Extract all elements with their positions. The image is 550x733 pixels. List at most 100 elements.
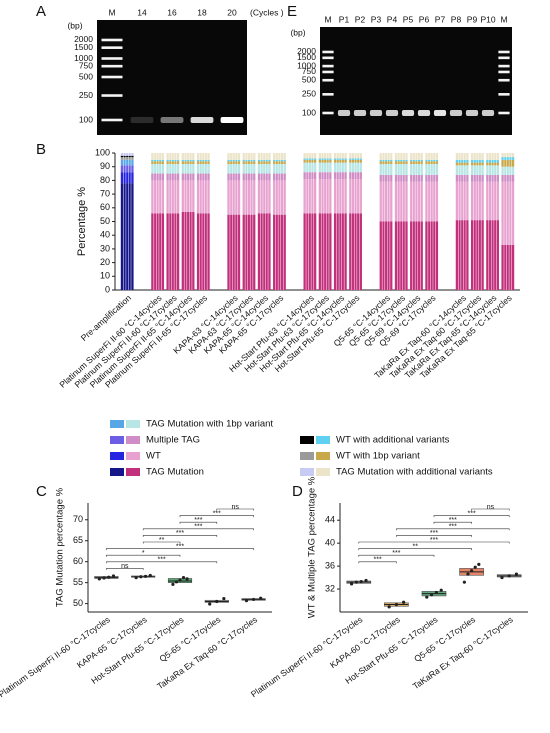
bar-segment: [166, 159, 180, 162]
bar-segment: [181, 173, 195, 181]
y-tick-label: 0: [105, 284, 110, 294]
significance-label: ***: [374, 557, 382, 564]
ladder-band: [101, 38, 123, 42]
sample-band: [449, 110, 463, 116]
data-point: [349, 582, 354, 586]
significance-label: ns: [487, 504, 495, 511]
legend-swatch: [126, 468, 140, 476]
bar-segment: [333, 158, 347, 160]
significance-label: **: [412, 543, 418, 550]
panel-letter: A: [36, 3, 46, 20]
ladder-band: [101, 57, 123, 60]
y-tick-label: 90: [100, 161, 110, 171]
bar-segment: [318, 213, 332, 290]
data-point: [134, 576, 138, 580]
bar-segment: [318, 158, 332, 160]
bar-segment: [318, 153, 332, 159]
data-point: [181, 576, 186, 580]
legend-swatch: [316, 468, 330, 476]
data-point: [111, 574, 116, 578]
bar-segment: [151, 161, 165, 164]
bar-segment: [257, 180, 271, 214]
bar-segment: [333, 159, 347, 163]
sample-band: [401, 110, 415, 116]
data-point: [429, 593, 434, 597]
ladder-band: [101, 64, 123, 68]
bar-segment: [486, 153, 499, 160]
bar-segment: [151, 159, 165, 162]
bar-segment: [120, 155, 134, 158]
bar-segment: [379, 174, 393, 182]
bar-segment: [181, 161, 195, 164]
significance-bracket: [396, 535, 472, 537]
sample-band: [220, 117, 244, 123]
significance-label: ***: [449, 524, 457, 531]
bar-segment: [501, 157, 515, 160]
legend-label: WT with 1bp variant: [336, 451, 420, 462]
bar-segment: [242, 159, 256, 162]
bar-segment: [455, 162, 469, 166]
bar-segment: [486, 162, 499, 166]
bar-segment: [227, 161, 241, 164]
marker-label: 100: [79, 114, 93, 124]
legend-swatch: [110, 436, 124, 444]
data-point: [364, 578, 368, 583]
marker-label: 100: [302, 107, 316, 117]
lane-label: 16: [167, 7, 177, 17]
legend-label: WT: [146, 451, 161, 462]
significance-label: ***: [430, 530, 438, 537]
bar-segment: [379, 159, 393, 162]
bar-segment: [425, 174, 439, 182]
marker-label: 250: [302, 89, 316, 99]
bar-segment: [273, 159, 286, 162]
bar-segment: [455, 159, 469, 163]
bar-segment: [303, 162, 317, 173]
data-point: [359, 579, 363, 584]
bar-segment: [501, 159, 515, 167]
bar-segment: [455, 153, 469, 160]
significance-bracket: [179, 521, 218, 524]
significance-bracket: [396, 528, 510, 531]
gel-unit: (bp): [290, 27, 305, 37]
bar-segment: [273, 173, 286, 181]
bar-segment: [379, 163, 393, 175]
marker-label: 2000: [74, 34, 93, 44]
panel-letter: E: [287, 3, 297, 20]
ladder-band: [322, 70, 334, 74]
marker-label: 1500: [74, 42, 93, 52]
significance-bracket: [358, 561, 397, 564]
bar-segment: [227, 173, 241, 181]
bar-segment: [394, 181, 408, 222]
bar-segment: [151, 163, 165, 174]
significance-label: ***: [449, 517, 457, 524]
sample-band: [337, 110, 351, 116]
bar-segment: [470, 220, 484, 290]
bar-segment: [120, 172, 134, 184]
data-point: [434, 590, 439, 595]
data-point: [500, 575, 504, 580]
bar-segment: [501, 174, 515, 182]
data-point: [402, 600, 406, 604]
bar-segment: [394, 163, 408, 175]
sample-band: [160, 117, 184, 123]
bar-segment: [425, 161, 439, 164]
bar-segment: [242, 180, 256, 215]
bar-segment: [349, 179, 362, 214]
bar-segment: [470, 165, 484, 175]
bar-segment: [425, 159, 439, 162]
bar-segment: [486, 159, 499, 163]
significance-bracket: [142, 541, 181, 544]
bar-segment: [273, 153, 286, 160]
bar-segment: [151, 213, 165, 290]
bar-segment: [242, 153, 256, 160]
data-point: [222, 596, 226, 601]
bar-segment: [486, 220, 499, 290]
bar-segment: [333, 179, 347, 214]
lane-label: 18: [197, 7, 207, 17]
bar-segment: [410, 161, 423, 164]
bar-segment: [227, 163, 241, 174]
lane-label: P10: [480, 14, 495, 24]
significance-bracket: [358, 548, 472, 551]
bar-segment: [318, 179, 332, 214]
y-axis-label: Percentage %: [76, 187, 88, 256]
